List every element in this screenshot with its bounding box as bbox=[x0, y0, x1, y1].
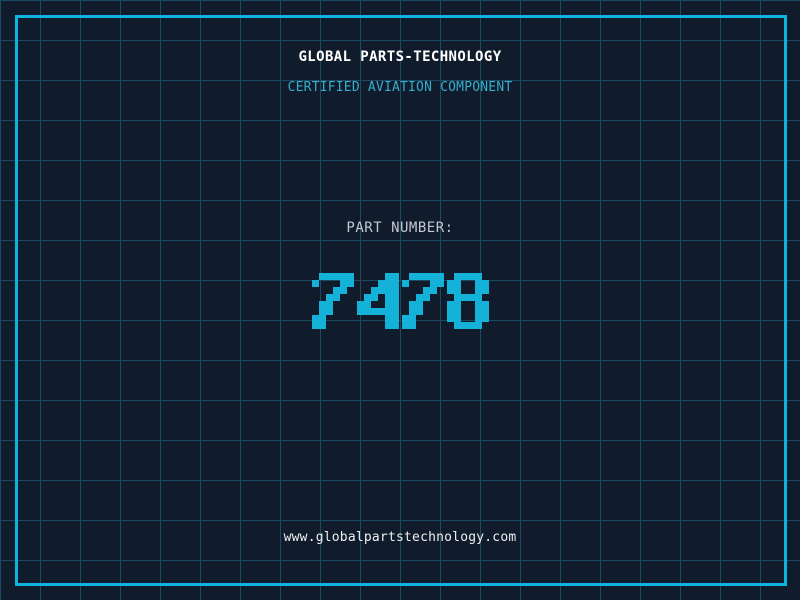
part-number-label: PART NUMBER: bbox=[346, 220, 454, 236]
brand-title: GLOBAL PARTS-TECHNOLOGY bbox=[298, 49, 502, 65]
certification-subtitle: CERTIFIED AVIATION COMPONENT bbox=[287, 80, 513, 95]
digit-glyph bbox=[357, 273, 399, 329]
digit-glyph bbox=[312, 273, 354, 329]
part-number-display bbox=[0, 273, 800, 329]
website-url: www.globalpartstechnology.com bbox=[283, 530, 517, 545]
digit-glyph bbox=[402, 273, 444, 329]
digit-glyph bbox=[447, 273, 489, 329]
